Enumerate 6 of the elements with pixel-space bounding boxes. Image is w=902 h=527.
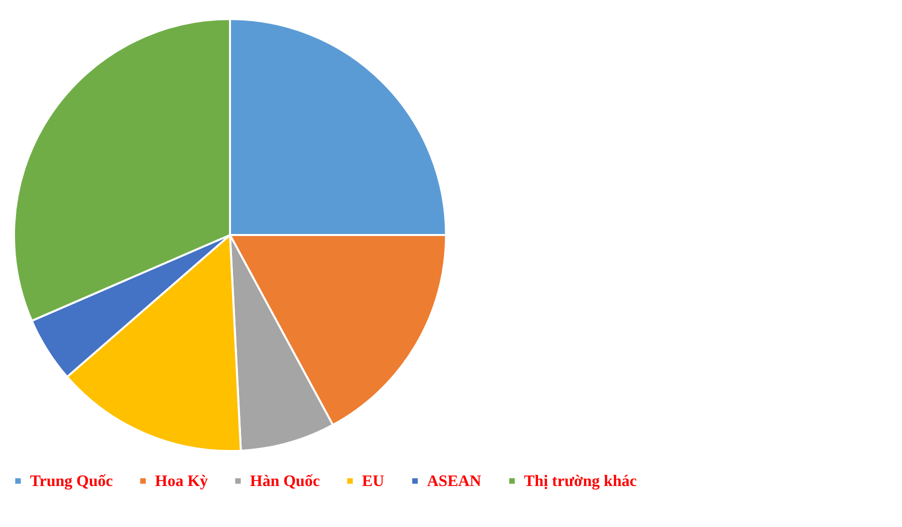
legend-label: ASEAN [427,473,482,490]
legend-label: Thị trường khác [524,473,637,490]
legend-label: EU [362,473,385,490]
legend-label: Hoa Kỳ [155,473,208,490]
legend-label: Hàn Quốc [250,473,320,490]
legend-label: Trung Quốc [30,473,113,490]
